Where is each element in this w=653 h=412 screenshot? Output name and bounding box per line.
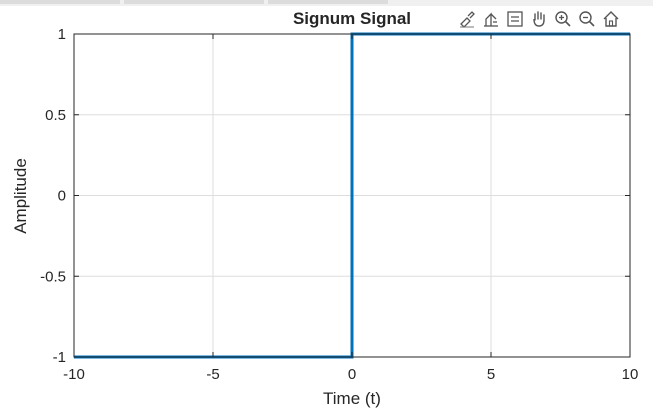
y-tick-label: -1 xyxy=(53,349,66,366)
x-tick-label: -10 xyxy=(63,366,85,383)
tab-strip-segment xyxy=(124,0,264,4)
brush-icon[interactable] xyxy=(456,8,478,30)
tab-strip-segment xyxy=(0,0,120,4)
home-icon[interactable] xyxy=(600,8,622,30)
zoom-in-icon[interactable] xyxy=(552,8,574,30)
y-axis-label: Amplitude xyxy=(11,158,30,234)
legend-icon[interactable] xyxy=(504,8,526,30)
figure-top-strip xyxy=(0,0,653,6)
x-tick-label: -5 xyxy=(206,366,219,383)
axis-ticks xyxy=(73,33,631,358)
y-tick-label: -0.5 xyxy=(40,268,66,285)
tab-strip-segment xyxy=(268,0,388,4)
chart-title: Signum Signal xyxy=(293,9,411,28)
x-tick-label: 0 xyxy=(348,366,356,383)
zoom-out-icon[interactable] xyxy=(576,8,598,30)
y-tick-label: 1 xyxy=(58,26,66,43)
axis-tick-labels: -10 -5 0 5 10 -1 -0.5 0 0.5 1 xyxy=(40,26,638,383)
data-tips-icon[interactable] xyxy=(480,8,502,30)
x-tick-label: 10 xyxy=(622,366,639,383)
y-tick-label: 0 xyxy=(58,188,66,205)
y-tick-label: 0.5 xyxy=(45,107,66,124)
axes-toolbar xyxy=(456,8,622,30)
x-tick-label: 5 xyxy=(487,366,495,383)
x-axis-label: Time (t) xyxy=(323,389,381,408)
pan-icon[interactable] xyxy=(528,8,550,30)
